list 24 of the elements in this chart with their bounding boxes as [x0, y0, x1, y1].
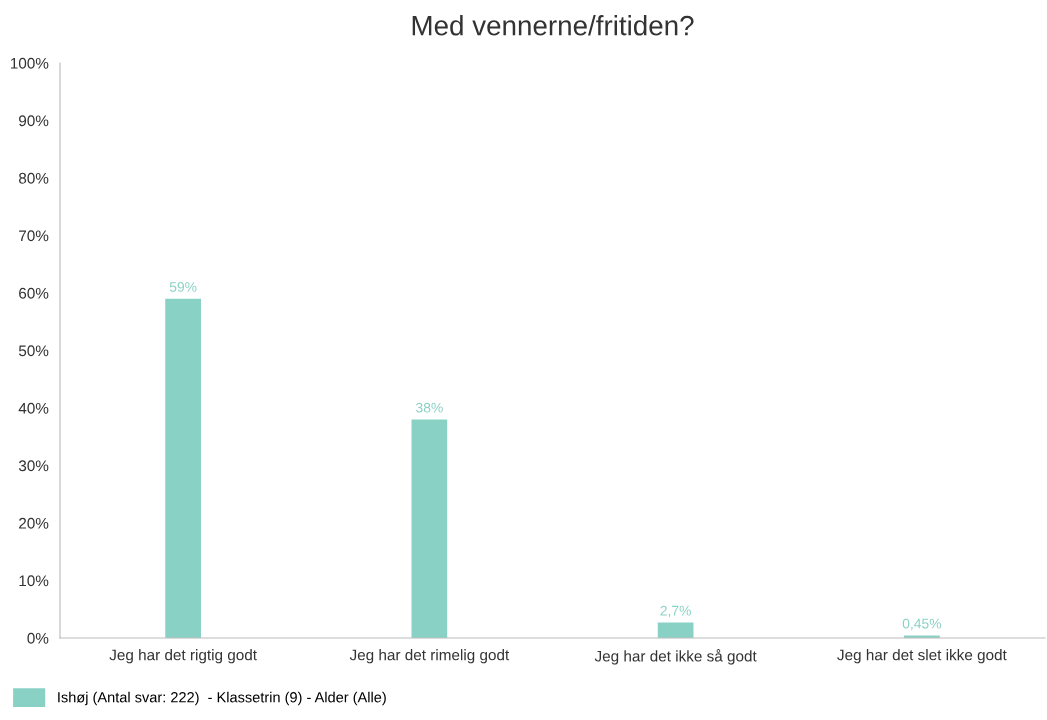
data-label: 59% [169, 282, 197, 292]
y-tick-label: 50% [18, 345, 49, 357]
y-tick-label: 80% [18, 172, 49, 184]
y-tick-label: 40% [18, 402, 49, 414]
y-tick-label: 70% [19, 230, 49, 242]
chart-title: Med vennerne/fritiden? [412, 15, 694, 36]
x-tick-label: Jeg har det rigtig godt [109, 649, 257, 664]
y-tick-label: 10% [19, 575, 49, 587]
y-tick-label: 30% [18, 460, 49, 472]
bar [657, 622, 694, 638]
x-tick-label: Jeg har det ikke så godt [594, 649, 757, 665]
data-label: 2,7% [660, 605, 691, 618]
data-label: 38% [416, 402, 443, 413]
data-label: 0,45% [902, 618, 942, 631]
bar [411, 419, 448, 638]
legend-label: Ishøj (Antal svar: 222) - Klassetrin (9) - Alder (Alle) [58, 691, 386, 706]
x-tick-label: Jeg har det slet ikke godt [837, 649, 1007, 664]
y-tick-label: 90% [19, 115, 49, 127]
y-tick-label: 60% [19, 287, 49, 299]
bar [165, 298, 201, 638]
x-tick-label: Jeg har det rimelig godt [349, 649, 510, 664]
y-tick-label: 20% [19, 517, 49, 529]
y-tick-label: 100% [10, 57, 49, 69]
y-tick-label: 0% [27, 632, 49, 644]
